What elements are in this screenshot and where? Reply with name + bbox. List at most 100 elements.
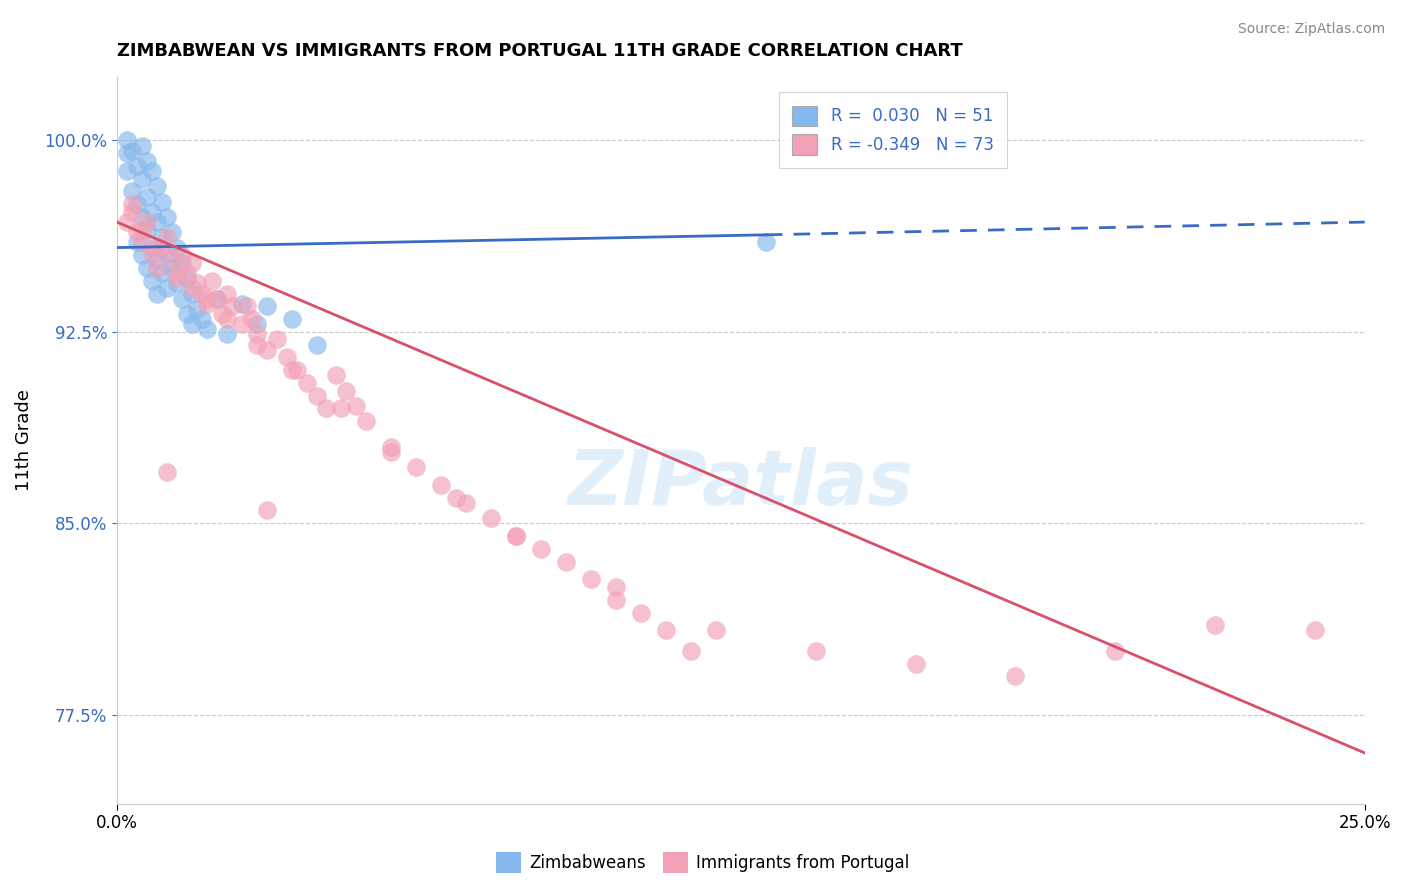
Point — [125, 225, 148, 239]
Point — [125, 197, 148, 211]
Point — [579, 573, 602, 587]
Point — [156, 245, 179, 260]
Point — [131, 171, 153, 186]
Point — [446, 491, 468, 505]
Point — [156, 465, 179, 479]
Point — [505, 529, 527, 543]
Point — [256, 343, 278, 357]
Point — [166, 266, 188, 280]
Point — [176, 266, 198, 280]
Point — [231, 297, 253, 311]
Point — [180, 317, 202, 331]
Point — [904, 657, 927, 671]
Point — [356, 414, 378, 428]
Point — [555, 555, 578, 569]
Point — [215, 327, 238, 342]
Point — [755, 235, 778, 250]
Point — [405, 460, 427, 475]
Point — [530, 541, 553, 556]
Point — [121, 205, 143, 219]
Point — [125, 235, 148, 250]
Point — [180, 281, 202, 295]
Point — [246, 317, 269, 331]
Point — [346, 399, 368, 413]
Point — [655, 624, 678, 638]
Point — [160, 251, 183, 265]
Text: ZIMBABWEAN VS IMMIGRANTS FROM PORTUGAL 11TH GRADE CORRELATION CHART: ZIMBABWEAN VS IMMIGRANTS FROM PORTUGAL 1… — [117, 42, 963, 60]
Point — [141, 205, 163, 219]
Point — [135, 260, 157, 275]
Point — [166, 241, 188, 255]
Point — [195, 297, 218, 311]
Point — [121, 197, 143, 211]
Point — [176, 307, 198, 321]
Point — [131, 210, 153, 224]
Point — [285, 363, 308, 377]
Point — [315, 401, 337, 416]
Point — [121, 144, 143, 158]
Point — [135, 215, 157, 229]
Point — [1303, 624, 1326, 638]
Point — [186, 301, 208, 316]
Y-axis label: 11th Grade: 11th Grade — [15, 389, 32, 491]
Point — [141, 241, 163, 255]
Point — [186, 277, 208, 291]
Point — [325, 368, 347, 383]
Point — [215, 312, 238, 326]
Text: ZIPatlas: ZIPatlas — [568, 447, 914, 521]
Point — [166, 277, 188, 291]
Point — [141, 164, 163, 178]
Point — [135, 153, 157, 168]
Point — [180, 286, 202, 301]
Point — [131, 235, 153, 250]
Point — [150, 230, 173, 244]
Point — [150, 266, 173, 280]
Point — [176, 271, 198, 285]
Point — [704, 624, 727, 638]
Point — [115, 133, 138, 147]
Point — [180, 256, 202, 270]
Point — [135, 189, 157, 203]
Point — [479, 511, 502, 525]
Point — [166, 271, 188, 285]
Point — [131, 138, 153, 153]
Point — [240, 312, 263, 326]
Point — [205, 292, 228, 306]
Point — [630, 606, 652, 620]
Point — [195, 292, 218, 306]
Point — [330, 401, 353, 416]
Point — [1004, 669, 1026, 683]
Point — [145, 179, 167, 194]
Point — [380, 444, 402, 458]
Point — [156, 210, 179, 224]
Text: Source: ZipAtlas.com: Source: ZipAtlas.com — [1237, 22, 1385, 37]
Point — [170, 248, 193, 262]
Point — [205, 292, 228, 306]
Point — [1104, 644, 1126, 658]
Point — [115, 164, 138, 178]
Point — [679, 644, 702, 658]
Point — [131, 223, 153, 237]
Point — [246, 337, 269, 351]
Point — [804, 644, 827, 658]
Point — [235, 299, 257, 313]
Point — [605, 592, 627, 607]
Point — [141, 245, 163, 260]
Point — [456, 496, 478, 510]
Point — [150, 194, 173, 209]
Point — [215, 286, 238, 301]
Point — [1204, 618, 1226, 632]
Point — [195, 322, 218, 336]
Point — [160, 225, 183, 239]
Point — [170, 292, 193, 306]
Point — [150, 241, 173, 255]
Point — [156, 230, 179, 244]
Point — [141, 274, 163, 288]
Point — [256, 299, 278, 313]
Point — [276, 351, 298, 365]
Point — [145, 253, 167, 268]
Point — [190, 312, 212, 326]
Point — [256, 503, 278, 517]
Point — [145, 215, 167, 229]
Point — [211, 307, 233, 321]
